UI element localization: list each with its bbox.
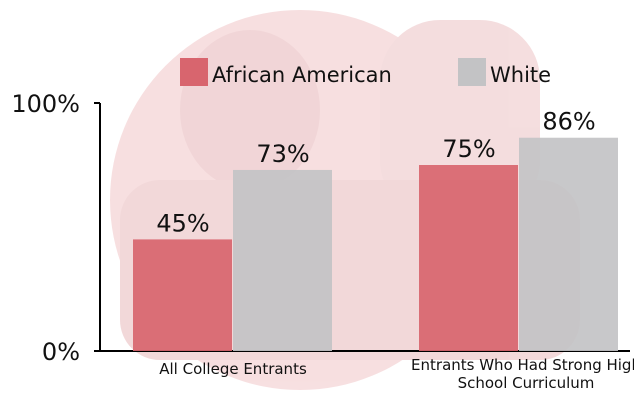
legend-label: White (490, 63, 551, 87)
x-tick-label: All College Entrants (113, 360, 353, 378)
value-label: 86% (542, 108, 595, 136)
x-tick-label: Entrants Who Had Strong High School Curr… (411, 356, 634, 392)
page: 0%100%African AmericanWhite45%73%75%86% … (0, 0, 634, 400)
legend-swatch (458, 58, 486, 86)
chart: 0% 100% African American White 45% 73% 75% 86% (0, 0, 634, 400)
value-label: 45% (156, 209, 209, 237)
bar (233, 170, 332, 351)
bar (519, 138, 618, 351)
bar (419, 165, 518, 351)
y-tick-label: 100% (11, 90, 80, 118)
y-tick-label: 0% (42, 338, 80, 366)
bar (133, 239, 232, 351)
value-label: 73% (256, 140, 309, 168)
legend-swatch (180, 58, 208, 86)
value-label: 75% (442, 135, 495, 163)
legend-label: African American (212, 63, 392, 87)
